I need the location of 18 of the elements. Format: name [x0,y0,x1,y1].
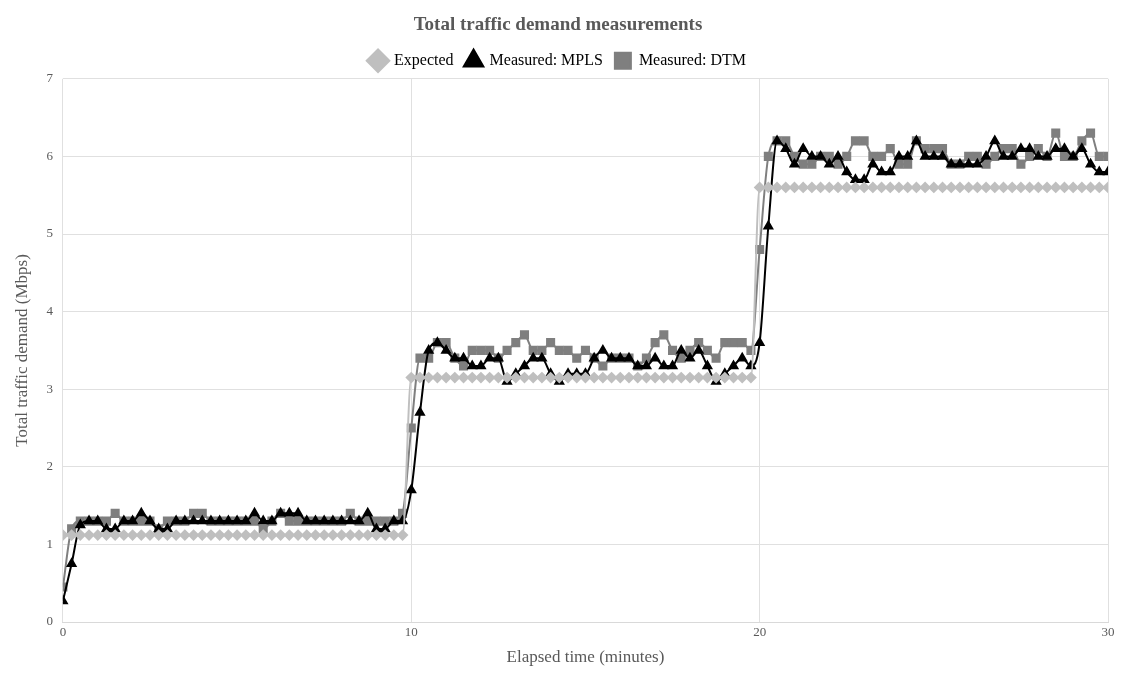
y-tick-label: 7 [46,70,54,86]
y-tick-label: 4 [46,303,54,319]
y-tick-label: 3 [46,380,53,396]
y-tick-label: 2 [46,458,53,474]
legend-label: Expected [394,51,454,69]
y-tick-label: 6 [46,147,54,163]
y-tick-label: 0 [46,613,53,629]
x-axis-title: Elapsed time (minutes) [506,647,665,667]
x-tick-label: 30 [1101,624,1115,640]
legend-label: Measured: DTM [638,51,746,68]
chart-title: Total traffic demand measurements [413,13,703,35]
y-tick-label: 5 [46,225,53,241]
x-tick-label: 0 [59,624,67,640]
x-tick-label: 10 [404,624,418,640]
x-tick-label: 20 [753,624,767,640]
legend-label: Measured: MPLS [489,51,603,68]
y-tick-label: 1 [46,535,53,551]
y-axis-title: Total traffic demand (Mbps) [11,254,31,447]
